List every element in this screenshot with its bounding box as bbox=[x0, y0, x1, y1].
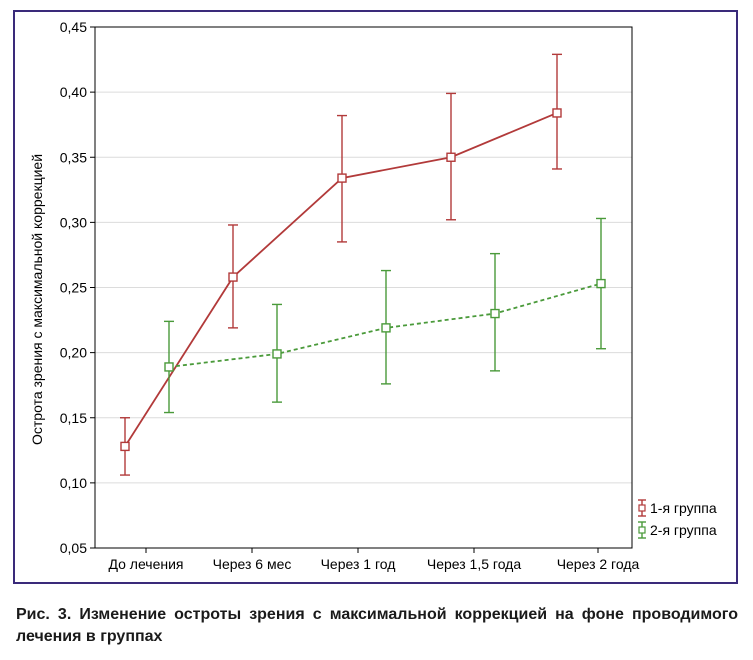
x-tick-label: Через 1,5 года bbox=[427, 556, 521, 572]
data-point bbox=[490, 308, 500, 319]
legend-label: 1-я группа bbox=[650, 500, 717, 516]
y-tick-label: 0,35 bbox=[60, 149, 87, 165]
data-point bbox=[228, 272, 238, 282]
x-tick-label: Через 1 год bbox=[321, 556, 396, 572]
figure-frame bbox=[13, 10, 738, 584]
y-tick-label: 0,25 bbox=[60, 280, 87, 296]
data-point bbox=[596, 278, 606, 289]
data-point bbox=[552, 108, 562, 118]
y-tick-label: 0,20 bbox=[60, 345, 87, 361]
figure-caption: Рис. 3. Изменение остроты зрения с макси… bbox=[16, 606, 738, 645]
y-tick-label: 0,10 bbox=[60, 475, 87, 491]
legend-marker bbox=[638, 526, 646, 534]
y-tick-label: 0,15 bbox=[60, 410, 87, 426]
data-point bbox=[446, 152, 456, 162]
y-tick-label: 0,45 bbox=[60, 19, 87, 35]
y-tick-label: 0,05 bbox=[60, 540, 87, 556]
series-line bbox=[124, 112, 558, 447]
data-point bbox=[120, 441, 130, 452]
legend-marker bbox=[638, 504, 646, 512]
legend-label: 2-я группа bbox=[650, 522, 717, 538]
y-axis-label: Острота зрения с максимальной коррекцией bbox=[29, 154, 45, 445]
chart: 0,05 0,10 0,15 0,20 0,25 0,30 0,35 0,40 0,45 До л… bbox=[29, 19, 717, 572]
x-tick-label: Через 2 года bbox=[557, 556, 640, 572]
data-point bbox=[337, 173, 347, 183]
y-tick-label: 0,30 bbox=[60, 214, 87, 230]
data-point bbox=[272, 349, 282, 359]
data-point bbox=[381, 323, 391, 333]
x-tick-label: Через 6 мес bbox=[213, 556, 292, 572]
y-tick-label: 0,40 bbox=[60, 84, 87, 100]
data-point bbox=[164, 362, 174, 372]
x-tick-label: До лечения bbox=[108, 556, 183, 572]
